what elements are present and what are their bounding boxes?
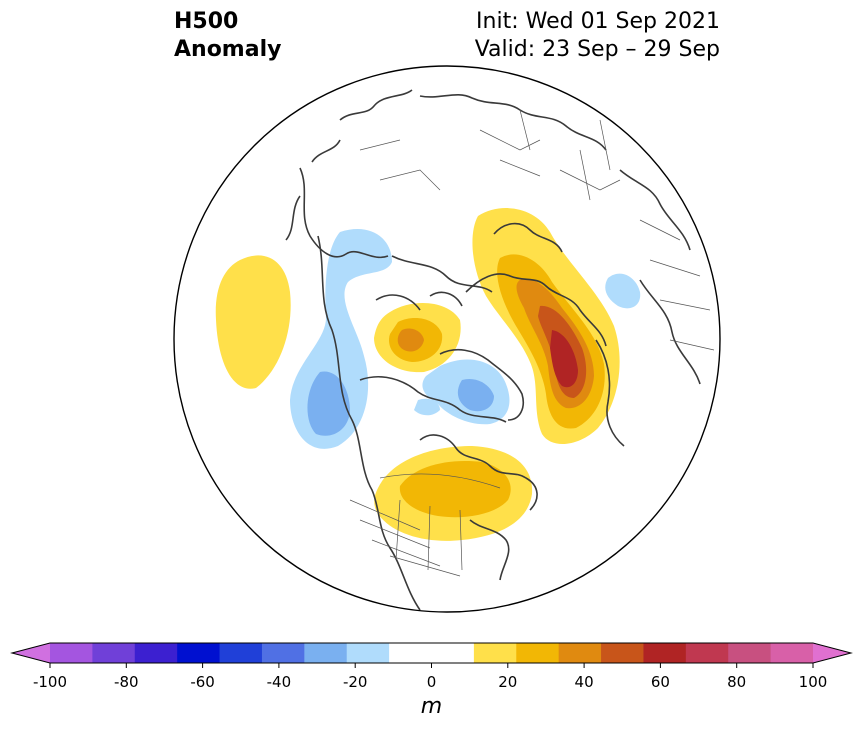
colorbar-tick-label: 100 bbox=[799, 673, 828, 691]
anomaly-contours bbox=[215, 208, 641, 541]
polar-anomaly-map bbox=[173, 65, 721, 613]
colorbar-cell bbox=[219, 643, 263, 663]
colorbar-unit: m bbox=[420, 694, 443, 719]
colorbar-tick-label: -40 bbox=[267, 673, 292, 691]
positive-anomaly-north-pacific bbox=[215, 255, 291, 389]
colorbar-cell bbox=[431, 643, 475, 663]
init-date: Init: Wed 01 Sep 2021 bbox=[476, 9, 720, 34]
colorbar-cell bbox=[134, 643, 178, 663]
positive-anomaly-arctic bbox=[374, 302, 461, 373]
colorbar: -100 -80 -60 -40 -20 0 20 40 60 80 100 bbox=[10, 642, 853, 691]
valid-range: Valid: 23 Sep – 29 Sep bbox=[474, 37, 720, 62]
colorbar-tick-label: 80 bbox=[727, 673, 746, 691]
colorbar-cell bbox=[50, 643, 93, 663]
colorbar-cell bbox=[346, 643, 390, 663]
colorbar-cell bbox=[601, 643, 644, 663]
colorbar-tick-label: 0 bbox=[427, 673, 437, 691]
negative-anomaly-asia bbox=[605, 273, 641, 309]
colorbar-cell bbox=[261, 643, 305, 663]
colorbar-cell bbox=[92, 643, 136, 663]
colorbar-cells bbox=[10, 642, 853, 664]
map-boundary bbox=[173, 65, 721, 613]
colorbar-cell bbox=[389, 643, 432, 663]
colorbar-tick-label: -100 bbox=[33, 673, 67, 691]
forecast-info: Init: Wed 01 Sep 2021 Valid: 23 Sep – 29… bbox=[475, 8, 720, 64]
negative-anomaly-alaska bbox=[290, 228, 392, 449]
colorbar-cell bbox=[558, 643, 602, 663]
positive-anomaly-north-america bbox=[374, 446, 533, 541]
colorbar-cell bbox=[770, 643, 814, 663]
colorbar-tick-label: -80 bbox=[114, 673, 139, 691]
coastlines bbox=[285, 89, 701, 611]
colorbar-cell bbox=[516, 643, 560, 663]
colorbar-tick-label: 20 bbox=[498, 673, 517, 691]
colorbar-cell bbox=[304, 643, 348, 663]
colorbar-cell bbox=[685, 643, 729, 663]
title-line-2: Anomaly bbox=[174, 37, 282, 62]
colorbar-tick-label: -20 bbox=[343, 673, 368, 691]
colorbar-tick-label: -60 bbox=[190, 673, 215, 691]
colorbar-extend-high bbox=[813, 643, 851, 663]
colorbar-cell bbox=[728, 643, 772, 663]
negative-anomaly-greenland bbox=[414, 359, 510, 425]
colorbar-cell bbox=[473, 643, 517, 663]
colorbar-tick-label: 60 bbox=[651, 673, 670, 691]
colorbar-extend-low bbox=[12, 643, 50, 663]
colorbar-tick-label: 40 bbox=[575, 673, 594, 691]
positive-anomaly-eurasia bbox=[472, 208, 620, 445]
political-borders bbox=[349, 109, 715, 577]
map-title: H500 Anomaly bbox=[174, 8, 281, 64]
colorbar-ticks: -100 -80 -60 -40 -20 0 20 40 60 80 100 bbox=[33, 663, 827, 691]
colorbar-cell bbox=[643, 643, 687, 663]
title-line-1: H500 bbox=[174, 9, 239, 34]
colorbar-cell bbox=[177, 643, 221, 663]
